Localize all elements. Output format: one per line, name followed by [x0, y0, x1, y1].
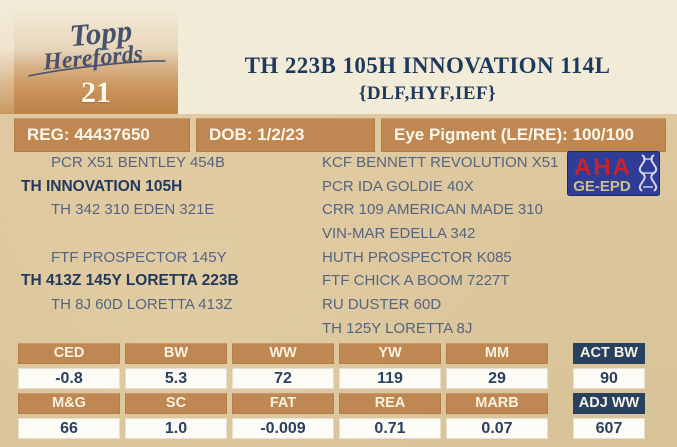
- pedigree-ancestor: VIN-MAR EDELLA 342: [322, 225, 476, 243]
- pedigree-spacer: [21, 222, 321, 246]
- pedigree-sire-of-dam: FTF PROSPECTOR 145Y: [51, 248, 227, 266]
- pedigree-ancestor: RU DUSTER 60D: [322, 296, 442, 314]
- date-of-birth: DOB: 1/2/23: [196, 118, 375, 152]
- epd-value-rea: 0.71: [339, 418, 441, 439]
- pedigree-ancestor: TH 125Y LORETTA 8J: [322, 319, 473, 337]
- epd-header-marb: MARB: [446, 393, 548, 414]
- act-bw-header: ACT BW: [573, 343, 645, 364]
- epd-value-mm: 29: [446, 368, 548, 389]
- registration-number: REG: 44437650: [14, 118, 190, 152]
- epd-value-ww: 72: [232, 368, 334, 389]
- pedigree-sire-of-sire: PCR X51 BENTLEY 454B: [51, 154, 225, 171]
- epd-header-fat: FAT: [232, 393, 334, 414]
- act-bw-value: 90: [573, 368, 645, 389]
- actual-weights-column: ACT BW 90 ADJ WW 607: [573, 343, 645, 443]
- epd-value-fat: -0.009: [232, 418, 334, 439]
- aha-ge-epd-badge: AHA GE-EPD: [567, 151, 660, 196]
- epd-value-mg: 66: [18, 418, 120, 439]
- pedigree-ancestor: HUTH PROSPECTOR K085: [322, 248, 512, 266]
- epd-value-sc: 1.0: [125, 418, 227, 439]
- epd-value-marb: 0.07: [446, 418, 548, 439]
- epd-header-ced: CED: [18, 343, 120, 364]
- epd-value-row-1: -0.8 5.3 72 119 29: [18, 368, 548, 389]
- epd-header-yw: YW: [339, 343, 441, 364]
- pedigree-dam-of-sire: TH 342 310 EDEN 321E: [51, 201, 215, 219]
- pedigree-sire-dam-column: PCR X51 BENTLEY 454B TH INNOVATION 105H …: [21, 151, 321, 341]
- epd-header-row-1: CED BW WW YW MM: [18, 343, 548, 364]
- logo-underline-flourish: [28, 60, 166, 77]
- pedigree-dam-of-dam: TH 8J 60D LORETTA 413Z: [51, 296, 233, 314]
- pedigree-ancestor: FTF CHICK A BOOM 7227T: [322, 272, 510, 290]
- adj-ww-header: ADJ WW: [573, 393, 645, 414]
- epd-header-mg: M&G: [18, 393, 120, 414]
- pedigree-ancestor: PCR IDA GOLDIE 40X: [322, 177, 474, 195]
- epd-header-ww: WW: [232, 343, 334, 364]
- adj-ww-value: 607: [573, 418, 645, 439]
- pedigree-sire: TH INNOVATION 105H: [21, 177, 183, 195]
- badge-background: [567, 151, 660, 196]
- eye-pigment: Eye Pigment (LE/RE): 100/100: [381, 118, 666, 152]
- epd-header-mm: MM: [446, 343, 548, 364]
- pedigree-ancestor: KCF BENNETT REVOLUTION X51: [322, 154, 559, 171]
- title-panel: TH 223B 105H INNOVATION 114L {DLF,HYF,IE…: [178, 0, 677, 114]
- epd-header-sc: SC: [125, 393, 227, 414]
- lot-number: 21: [81, 76, 111, 109]
- pedigree-ancestor: CRR 109 AMERICAN MADE 310: [322, 201, 543, 219]
- dna-helix-icon: [638, 154, 658, 192]
- topp-herefords-logo: Topp Herefords: [28, 13, 166, 77]
- pedigree-ancestors-column: KCF BENNETT REVOLUTION X51 PCR IDA GOLDI…: [322, 151, 567, 341]
- epd-value-bw: 5.3: [125, 368, 227, 389]
- epd-value-yw: 119: [339, 368, 441, 389]
- logo-word-topp: Topp: [68, 13, 133, 53]
- badge-aha-text: AHA: [574, 154, 632, 181]
- animal-name: TH 223B 105H INNOVATION 114L: [244, 53, 611, 78]
- epd-value-row-2: 66 1.0 -0.009 0.71 0.07: [18, 418, 548, 439]
- lot-box: Topp Herefords 21: [14, 10, 178, 114]
- epd-value-ced: -0.8: [18, 368, 120, 389]
- pedigree-dam: TH 413Z 145Y LORETTA 223B: [21, 272, 239, 290]
- trait-codes: {DLF,HYF,IEF}: [358, 83, 497, 104]
- badge-ge-epd-text: GE-EPD: [573, 178, 631, 195]
- epd-header-bw: BW: [125, 343, 227, 364]
- epd-table: CED BW WW YW MM -0.8 5.3 72 119 29 M&G S…: [18, 343, 548, 443]
- epd-header-rea: REA: [339, 393, 441, 414]
- epd-header-row-2: M&G SC FAT REA MARB: [18, 393, 548, 414]
- pedigree-spacer: [21, 317, 321, 341]
